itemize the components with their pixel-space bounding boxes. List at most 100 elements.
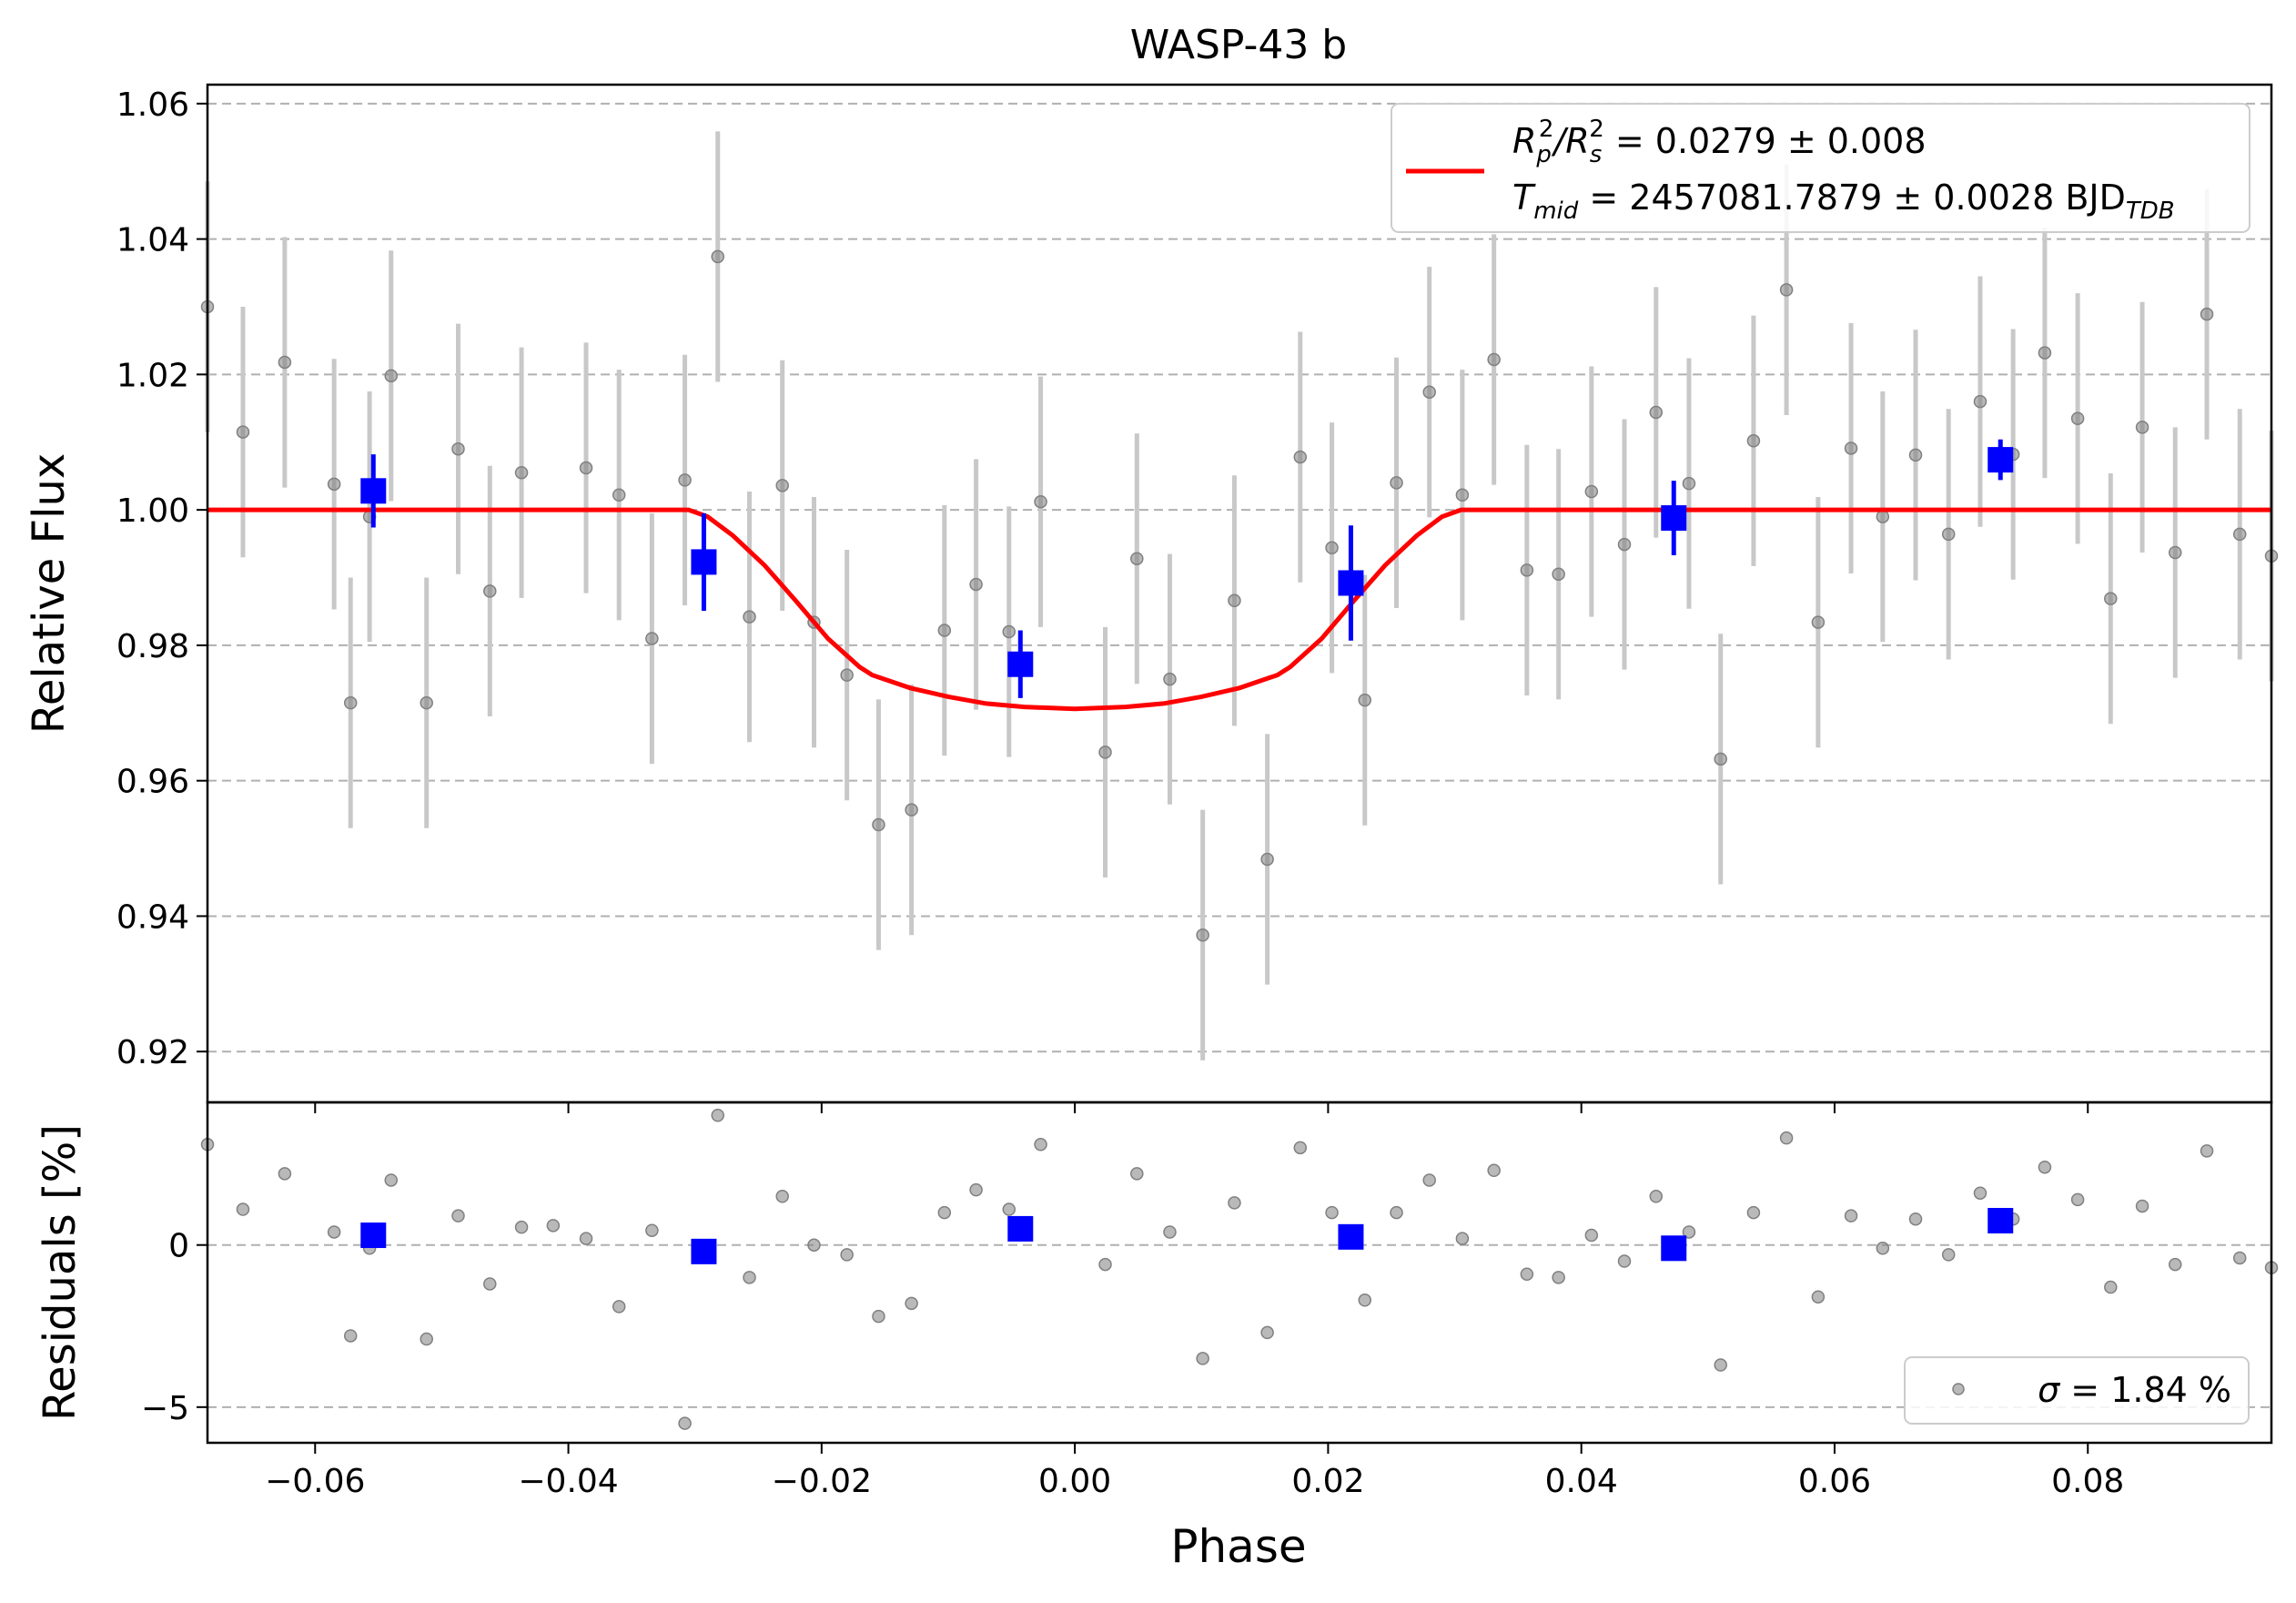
raw-point xyxy=(1941,527,1956,542)
residual-raw-point xyxy=(1876,1242,1890,1255)
residual-raw-point xyxy=(1844,1209,1858,1223)
residual-raw-point xyxy=(1552,1271,1565,1284)
binned-point xyxy=(360,478,387,504)
residual-raw-point xyxy=(1325,1205,1339,1220)
x-tick-label: 0.02 xyxy=(1291,1463,1364,1500)
residual-raw-point xyxy=(2169,1257,2182,1272)
residual-raw-point xyxy=(451,1209,465,1223)
raw-point xyxy=(451,441,465,456)
raw-point xyxy=(645,632,659,645)
residual-binned-point xyxy=(1988,1208,2014,1234)
residual-y-ticks: −5 0 xyxy=(141,1228,207,1427)
raw-point xyxy=(1811,615,1826,629)
raw-point xyxy=(2200,307,2214,321)
raw-point xyxy=(2038,346,2052,360)
raw-point xyxy=(343,695,358,710)
main-y-tick-label: 0.98 xyxy=(116,628,189,665)
x-axis-label: Phase xyxy=(1170,1520,1306,1573)
main-y-tick-label: 0.96 xyxy=(116,764,189,801)
raw-point xyxy=(1649,405,1664,420)
residual-raw-point xyxy=(1098,1257,1112,1272)
binned-point xyxy=(1988,447,2014,473)
x-tick-label: 0.06 xyxy=(1798,1463,1871,1500)
raw-point xyxy=(1455,488,1470,502)
residual-raw-points xyxy=(200,1108,2279,1430)
raw-point xyxy=(1130,552,1144,565)
raw-point xyxy=(2070,411,2085,425)
x-tick-label: −0.04 xyxy=(518,1463,618,1500)
residual-raw-point xyxy=(807,1238,821,1252)
raw-point xyxy=(420,695,433,710)
x-tick-label: 0.08 xyxy=(2051,1463,2124,1500)
main-y-tick-label: 0.94 xyxy=(116,898,189,936)
raw-point xyxy=(840,668,854,682)
raw-point xyxy=(1228,594,1241,608)
raw-point xyxy=(1325,541,1339,555)
raw-point xyxy=(1163,672,1177,686)
raw-point xyxy=(1098,746,1112,759)
residual-raw-point xyxy=(678,1416,692,1430)
residual-raw-point xyxy=(1649,1190,1664,1203)
raw-point xyxy=(1552,567,1565,582)
raw-point xyxy=(1779,283,1794,297)
raw-point xyxy=(2104,592,2118,605)
main-plot-frame xyxy=(206,83,2273,1104)
main-legend-box xyxy=(1391,103,2250,233)
residual-raw-point xyxy=(278,1167,292,1181)
residual-raw-point xyxy=(1746,1205,1761,1220)
residual-raw-point xyxy=(579,1232,593,1245)
residual-raw-point xyxy=(2038,1160,2052,1174)
residual-raw-point xyxy=(1908,1212,1923,1226)
main-binned-points xyxy=(360,439,2014,698)
main-y-ticks: 0.92 0.94 0.96 0.98 1.00 1.02 1.04 1.06 xyxy=(116,86,207,1071)
residual-raw-point xyxy=(2070,1192,2085,1207)
residual-raw-point xyxy=(2200,1144,2214,1158)
legend-mid-time-text: Tmid = 2457081.7879 ± 0.0028 BJDTDB xyxy=(1512,178,2175,225)
residual-binned-point xyxy=(1338,1223,1364,1250)
raw-point xyxy=(937,624,952,637)
raw-point xyxy=(2135,421,2149,434)
raw-point xyxy=(1746,434,1761,448)
raw-point xyxy=(2232,527,2247,542)
residual-raw-point xyxy=(2232,1251,2247,1265)
binned-point xyxy=(691,549,717,575)
legend-sigma-text: σ = 1.84 % xyxy=(2038,1370,2231,1410)
residual-raw-point xyxy=(384,1173,399,1187)
raw-point xyxy=(384,369,399,383)
residual-raw-point xyxy=(343,1329,358,1343)
raw-point xyxy=(514,465,529,480)
residual-raw-point xyxy=(969,1182,983,1197)
raw-point xyxy=(775,479,789,492)
residual-raw-point xyxy=(1196,1352,1209,1365)
main-y-axis-label: Relative Flux xyxy=(24,453,75,735)
residual-raw-point xyxy=(1002,1202,1017,1216)
residual-raw-point xyxy=(236,1202,250,1216)
residual-raw-point xyxy=(1358,1294,1371,1307)
binned-point xyxy=(1661,505,1687,532)
residual-raw-point xyxy=(514,1220,529,1234)
residual-raw-point xyxy=(1617,1254,1632,1268)
residual-binned-point xyxy=(1661,1235,1687,1262)
main-x-ticks xyxy=(314,1102,2089,1113)
residual-x-ticks: −0.06 −0.04 −0.02 0.00 0.02 0.04 0.06 0.08 xyxy=(265,1443,2124,1500)
residual-raw-point xyxy=(1973,1186,1988,1200)
legend-radius-ratio-text: Rp2/Rs2 = 0.0279 ± 0.008 xyxy=(1512,116,1927,168)
raw-point xyxy=(905,803,918,817)
residual-raw-point xyxy=(937,1205,952,1220)
residual-raw-point xyxy=(1390,1205,1403,1220)
raw-point xyxy=(1908,448,1923,462)
raw-point xyxy=(1617,537,1632,552)
chart-title: WASP-43 b xyxy=(1130,22,1347,68)
residual-plot-frame xyxy=(206,1101,2273,1445)
residual-raw-point xyxy=(1163,1225,1177,1239)
raw-point xyxy=(2169,545,2182,560)
residual-raw-point xyxy=(840,1248,854,1262)
residual-raw-point xyxy=(1811,1290,1826,1304)
residual-legend-box xyxy=(1904,1356,2250,1425)
residual-raw-point xyxy=(1584,1228,1599,1243)
raw-point xyxy=(743,610,756,624)
residual-raw-point xyxy=(1228,1196,1241,1210)
residual-raw-point xyxy=(546,1219,561,1233)
raw-point xyxy=(483,584,497,598)
